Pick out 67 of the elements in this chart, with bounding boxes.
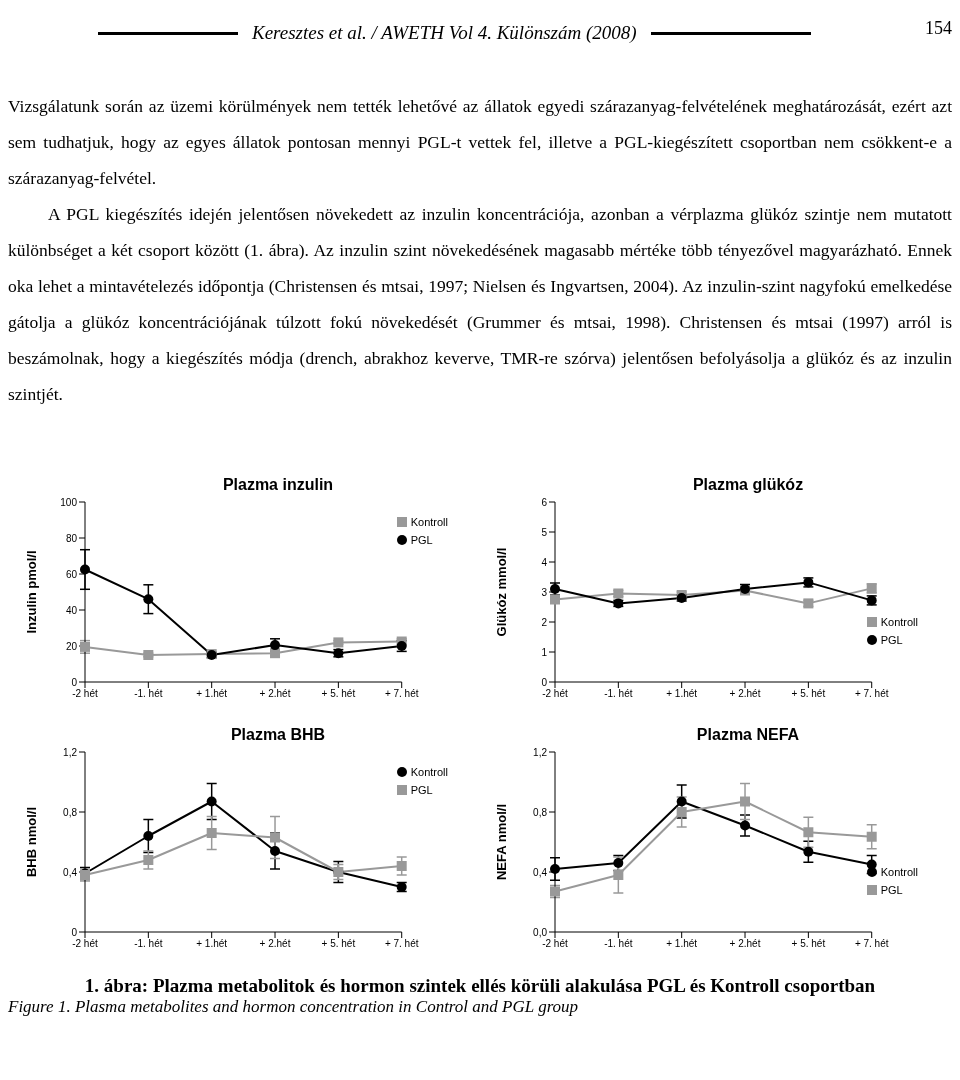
x-tick-label: + 1.hét (196, 938, 228, 950)
y-tick-label: 60 (65, 568, 78, 580)
text: A PGL kiegészítés idején jelentősen növekedett az inzulin koncentrációja, azonban a vérplazma glükóz szintje nem mutatott különbséget a két csoport között (1. ábra). Az inzulin szint növekedésének magasabb mértéke több tényezővel magyarázható. Ennek oka lehet a mintavételezés időpontja (Christensen és mtsai, 1997; Nielsen és Ingvartsen, 2004). Az inzulin-szint nagyfokú emelkedése gátolja a glükóz koncentrációjának túlzott fokú növekedését (Grummer és mtsai, 1998). Christensen és mtsai (1997) arról is beszámolnak, hogy a kiegészítés módja (drench, abrakhoz keverve, TMR-re szórva) jelentősen befolyásolja a glükóz és az inzulin szintjét. (8, 203, 952, 406)
y-tick-label: 1,2 (63, 746, 78, 758)
y-tick-label: 80 (65, 532, 78, 544)
y-axis-title: NEFA nmol/l (493, 803, 509, 881)
x-tick-label: + 2.hét (729, 688, 761, 700)
legend-label: Kontroll (880, 616, 918, 628)
y-tick-label: 0,4 (533, 866, 548, 878)
y-tick-label: 0 (71, 676, 78, 688)
x-tick-label: + 2.hét (259, 938, 291, 950)
x-tick-label: -1. hét (134, 938, 163, 950)
y-tick-label: 5 (541, 526, 548, 538)
legend-label: PGL (410, 534, 433, 546)
x-tick-label: -1. hét (604, 938, 633, 950)
y-tick-label: 1,2 (533, 746, 548, 758)
y-tick-label: 4 (541, 556, 548, 568)
x-tick-label: + 2.hét (259, 688, 291, 700)
x-tick-label: + 5. hét (321, 938, 356, 950)
x-tick-label: + 1.hét (666, 938, 698, 950)
x-tick-label: + 5. hét (791, 688, 826, 700)
legend-label: PGL (880, 884, 903, 896)
chart-title: Plazma BHB (229, 726, 327, 744)
caption: Figure 1. Plasma metabolites and hormon concentration in Control and PGL group (8, 997, 580, 1017)
x-tick-label: -1. hét (134, 688, 163, 700)
y-axis-title: Inzulin pmol/l (23, 550, 39, 634)
y-tick-label: 0,0 (533, 926, 548, 938)
y-tick-label: 2 (541, 616, 548, 628)
y-tick-label: 0 (71, 926, 78, 938)
x-tick-label: -2 hét (72, 938, 98, 950)
y-tick-label: 20 (65, 640, 78, 652)
x-tick-label: + 7. hét (384, 688, 419, 700)
x-tick-label: + 5. hét (321, 688, 356, 700)
x-tick-label: + 7. hét (854, 938, 889, 950)
x-tick-label: -2 hét (72, 688, 98, 700)
chart-title: Plazma glükóz (691, 476, 805, 494)
x-tick-label: + 7. hét (854, 688, 889, 700)
y-tick-label: 0,8 (533, 806, 548, 818)
y-tick-label: 0,8 (63, 806, 78, 818)
y-tick-label: 1 (541, 646, 548, 658)
chart-title: Plazma inzulin (221, 476, 335, 494)
chart-title: Plazma NEFA (695, 726, 801, 744)
y-tick-label: 0 (541, 676, 548, 688)
x-tick-label: -2 hét (542, 688, 568, 700)
x-tick-label: + 1.hét (196, 688, 228, 700)
legend-label: Kontroll (410, 516, 448, 528)
y-tick-label: 100 (60, 496, 78, 508)
legend-label: Kontroll (880, 866, 918, 878)
y-axis-title: Glükóz mmol/l (493, 547, 509, 637)
x-tick-label: + 7. hét (384, 938, 419, 950)
x-tick-label: + 2.hét (729, 938, 761, 950)
y-tick-label: 3 (541, 586, 548, 598)
x-tick-label: + 5. hét (791, 938, 826, 950)
x-tick-label: -1. hét (604, 688, 633, 700)
y-axis-title: BHB nmol/l (23, 806, 39, 878)
text: Keresztes et al. / AWETH Vol 4. Különszám (2008) (252, 22, 637, 44)
legend-label: Kontroll (410, 766, 448, 778)
legend-label: PGL (880, 634, 903, 646)
legend-label: PGL (410, 784, 433, 796)
text: 154 (925, 18, 952, 39)
y-tick-label: 6 (541, 496, 548, 508)
x-tick-label: -2 hét (542, 938, 568, 950)
y-tick-label: 40 (65, 604, 78, 616)
y-tick-label: 0,4 (63, 866, 78, 878)
text: Vizsgálatunk során az üzemi körülmények nem tették lehetővé az állatok egyedi szárazanyag-felvételének meghatározását, ezért azt sem tudhatjuk, hogy az egyes állatok pontosan mennyi PGL-t vettek fel, illetve a PGL-kiegészített csoportban nem csökkent-e a szárazanyag-felvétel. (8, 95, 952, 190)
x-tick-label: + 1.hét (666, 688, 698, 700)
text: 1. ábra: Plazma metabolitok és hormon szintek ellés körüli alakulása PGL és Kontroll csoportban (83, 975, 877, 997)
